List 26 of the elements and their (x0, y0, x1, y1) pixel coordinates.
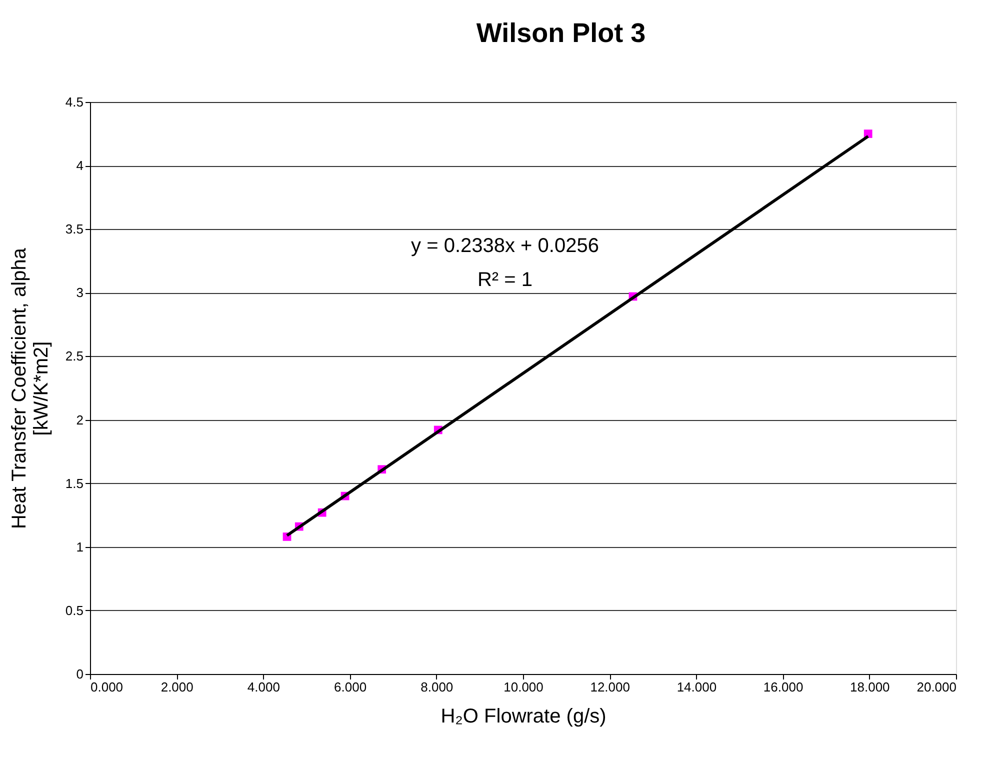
y-tick-label: 0.5 (65, 602, 84, 618)
y-axis-title: Heat Transfer Coefficient, alpha [kW/K*m2] (8, 247, 52, 529)
chart-title: Wilson Plot 3 (476, 18, 646, 48)
y-tick-label: 1.5 (65, 476, 84, 491)
y-tick-label: 2 (76, 412, 84, 428)
y-tick-label: 1 (76, 539, 84, 554)
x-axis-title: H₂O Flowrate (g/s) (440, 706, 606, 728)
y-tick-label: 2.5 (65, 348, 84, 364)
y-tick-label: 4.5 (65, 94, 84, 110)
x-tick-label: 4.000 (247, 680, 280, 694)
x-tick-label: 14.000 (676, 680, 717, 694)
y-tick-label: 3.5 (65, 222, 84, 237)
y-tick-label: 4 (76, 158, 84, 174)
annotation: R² = 1 (477, 269, 533, 291)
y-tick-label: 0 (76, 666, 84, 682)
x-tick-label: 20.000 (916, 680, 956, 694)
x-tick-label: 12.000 (590, 680, 630, 694)
x-tick-label: 6.000 (334, 680, 367, 694)
x-tick-label: 18.000 (850, 680, 890, 694)
x-tick-label: 2.000 (160, 680, 194, 694)
x-tick-label: 0.000 (90, 680, 124, 694)
x-tick-label: 10.000 (504, 680, 544, 694)
annotation: y = 0.2338x + 0.0256 (411, 235, 599, 257)
x-tick-label: 16.000 (763, 680, 804, 694)
y-tick-label: 3 (76, 285, 84, 300)
x-tick-label: 8.000 (420, 680, 454, 694)
